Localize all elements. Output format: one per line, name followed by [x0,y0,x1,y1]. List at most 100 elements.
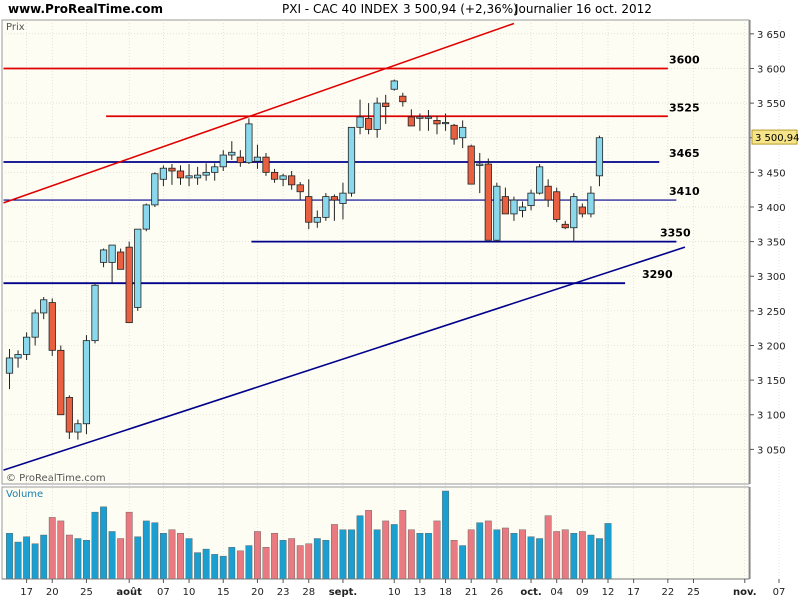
candle-body [288,175,296,186]
time-tick-label: sept. [329,587,357,598]
candle-body [31,312,39,338]
volume-bar [6,533,13,580]
price-change: 3 500,94 (+2,36%) [403,2,518,16]
volume-bar [134,536,142,580]
volume-bar [510,533,518,580]
volume-bar [570,533,578,580]
volume-bar [578,531,586,580]
trendline-support-trend [3,246,686,471]
level-label-3465: 3465 [669,147,700,160]
candle-body [91,284,99,342]
time-tick-label: 28 [302,587,315,598]
candle-body [185,175,193,179]
candle-body [510,199,518,215]
volume-bar [185,538,193,580]
candle-body [330,196,339,201]
time-tick-label: 10 [183,587,196,598]
candle-body [193,174,202,179]
time-tick-label: 25 [80,587,93,598]
candle-body [561,223,569,229]
time-tick-label: 12 [602,587,615,598]
candle-body [279,175,287,180]
candle-body [518,206,527,211]
candle-body [390,80,398,90]
candles-layer [5,79,604,440]
candle-body [501,196,510,215]
volume-bar [339,529,347,580]
candle-body [364,117,373,130]
volume-bar [91,511,99,580]
time-tick-label: 17 [627,587,640,598]
volume-bar [23,536,30,580]
candle-body [382,102,390,107]
candle-body [459,126,467,139]
volume-bar [425,533,432,580]
volume-bar [117,538,125,580]
volume-bar [365,510,372,580]
time-tick-label: 13 [414,587,427,598]
grid-layer [2,20,780,579]
candle-body [159,167,167,180]
volume-bar [271,533,278,580]
volume-bar [151,522,159,580]
volume-bar [228,547,236,580]
volume-bar [382,520,390,580]
volume-bar [279,540,287,580]
volume-bar [322,540,330,580]
candle-body [493,185,501,241]
volume-bar [168,529,176,580]
candle-body [476,163,484,166]
level-label-3410: 3410 [669,185,700,198]
volume-bar [296,545,304,580]
volume-bar [14,541,22,580]
candle-body [99,249,108,263]
last-price-label: 3 500,94 [755,133,800,144]
candle-body [356,116,364,128]
level-label-3350: 3350 [660,227,691,240]
volume-bar [262,547,270,580]
volume-bar [40,534,48,580]
candle-body [441,122,450,125]
volume-bar [519,529,526,580]
volume-bar [544,515,552,580]
candle-body [313,216,321,223]
volume-bar [108,531,116,580]
time-tick-label: oct. [520,587,541,598]
price-tick-label: 3 450 [757,168,786,179]
volume-bar [493,529,501,580]
period-date: Journalier 16 oct. 2012 [515,2,652,16]
price-tick-label: 3 400 [757,203,786,214]
volume-bar [407,529,415,580]
candle-body [578,206,586,215]
volume-bar [596,538,603,580]
price-tick-label: 3 300 [757,272,786,283]
time-tick-label: 22 [661,587,674,598]
time-tick-label: nov. [733,587,757,598]
candle-body [245,123,253,164]
candle-body [416,116,424,119]
candle-body [134,228,142,308]
volume-bar [536,538,544,580]
time-tick-label: 23 [277,587,290,598]
candle-body [168,167,176,172]
volume-bar [484,520,492,580]
price-tick-label: 3 600 [757,64,786,75]
price-tick-label: 3 650 [757,30,786,41]
candle-body [347,126,356,194]
price-tick-label: 3 100 [757,411,786,422]
candle-body [467,145,475,185]
volume-bar [219,555,227,580]
volume-bar [142,520,150,580]
volume-bar [553,531,561,580]
volume-bar [211,554,219,580]
volume-bar [502,527,509,580]
candle-body [40,299,48,314]
candle-body [219,154,227,168]
chart-header: www.ProRealTime.com PXI - CAC 40 INDEX 3… [0,0,800,18]
candle-body [176,170,185,179]
candle-body [5,357,14,374]
volume-bar [254,531,261,580]
volume-bar [433,520,441,580]
volume-bar [399,510,407,580]
